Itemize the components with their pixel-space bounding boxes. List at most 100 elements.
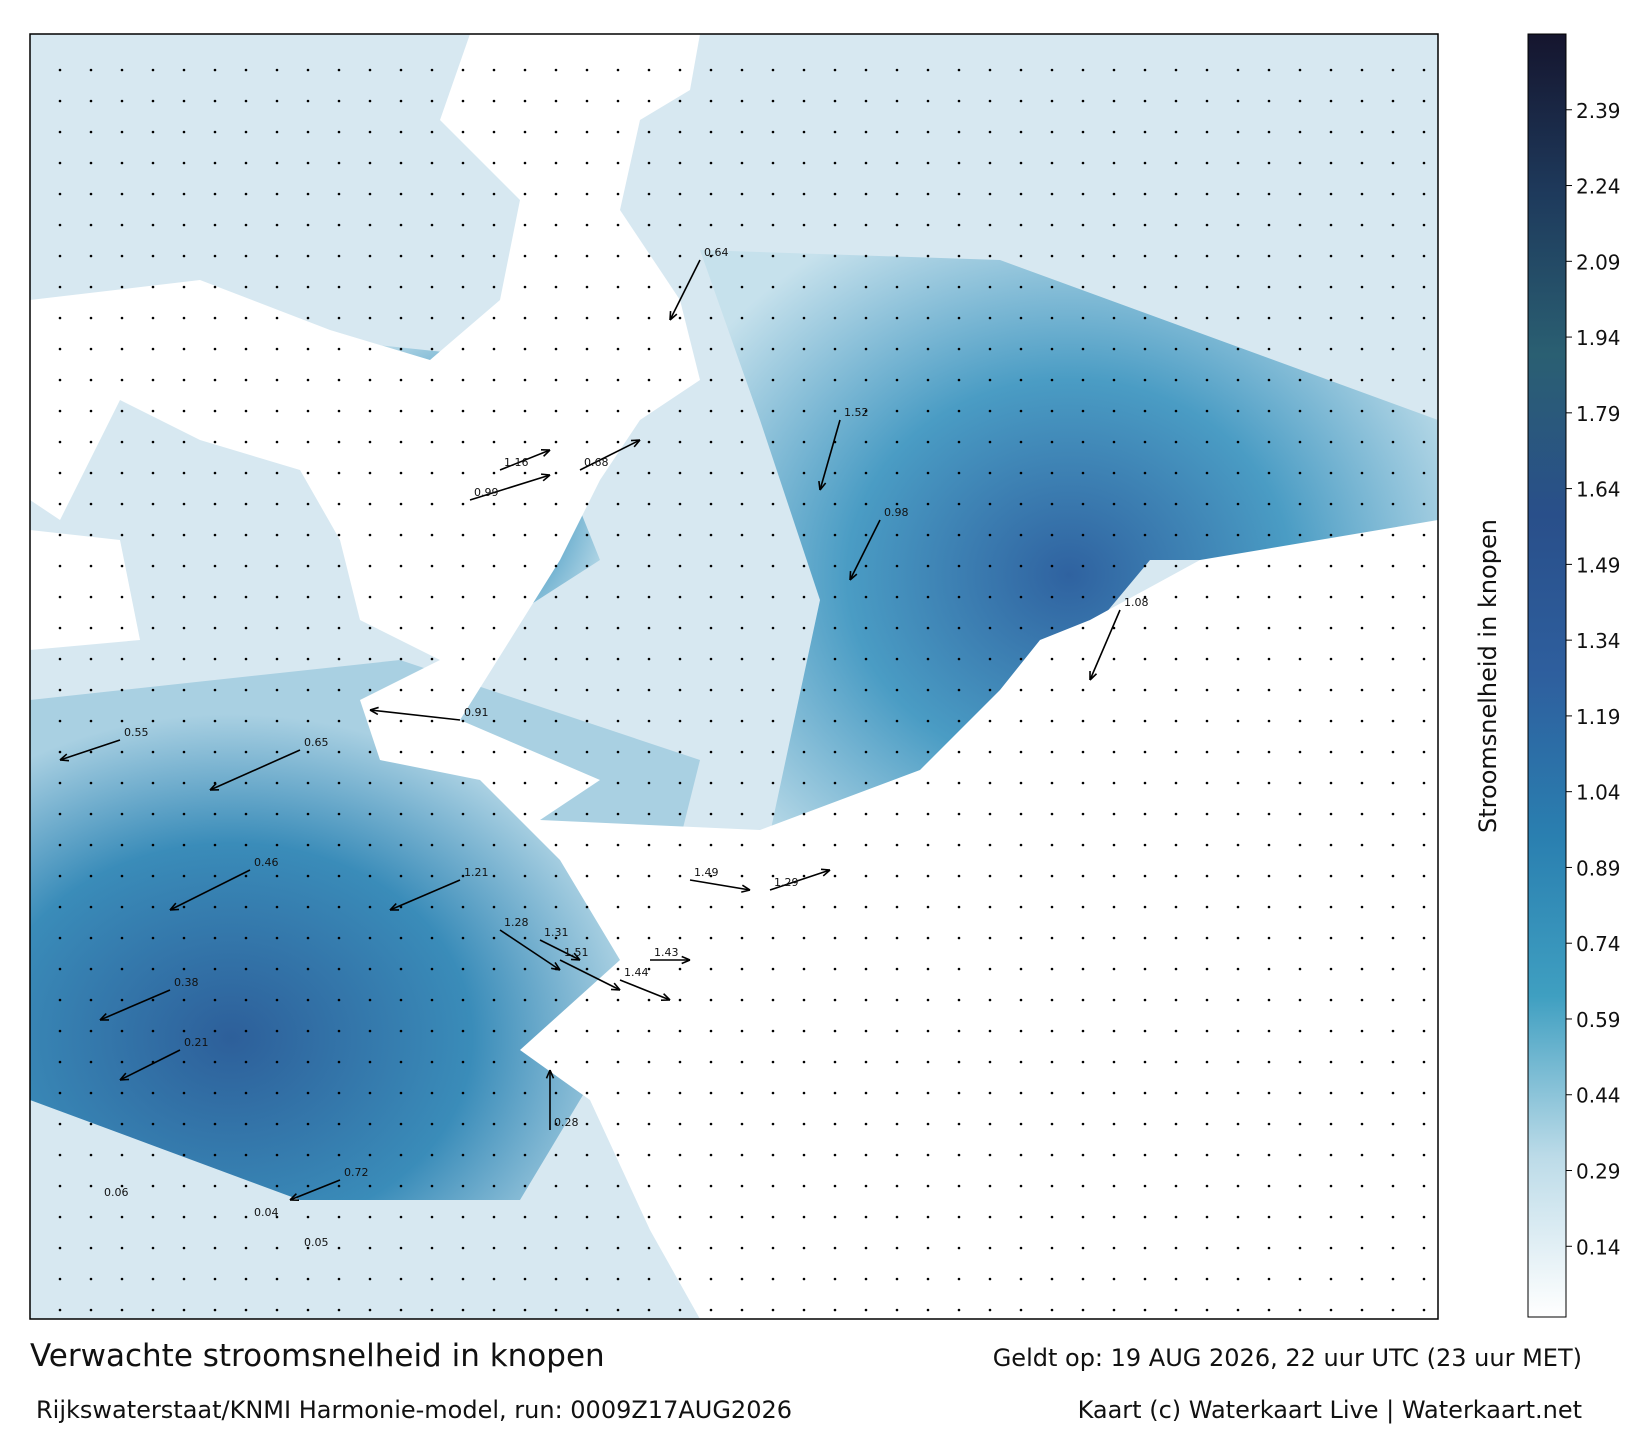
colorbar-tick-label: 0.89: [1576, 856, 1621, 880]
grid-dot: [1112, 285, 1116, 289]
grid-dot: [58, 409, 62, 413]
grid-dot: [988, 657, 992, 661]
grid-dot: [1174, 1091, 1178, 1095]
grid-dot: [89, 719, 93, 723]
grid-dot: [554, 1091, 558, 1095]
grid-dot: [1236, 471, 1240, 475]
grid-dot: [678, 1215, 682, 1219]
grid-dot: [1081, 719, 1085, 723]
grid-dot: [1329, 161, 1333, 165]
grid-dot: [89, 1029, 93, 1033]
grid-dot: [182, 1060, 186, 1064]
grid-dot: [244, 347, 248, 351]
grid-dot: [1143, 502, 1147, 506]
grid-dot: [89, 781, 93, 785]
grid-dot: [275, 564, 279, 568]
grid-dot: [864, 1184, 868, 1188]
grid-dot: [709, 967, 713, 971]
grid-dot: [1174, 626, 1178, 630]
grid-dot: [1081, 626, 1085, 630]
grid-dot: [523, 316, 527, 320]
grid-dot: [957, 812, 961, 816]
grid-dot: [58, 1122, 62, 1126]
grid-dot: [306, 781, 310, 785]
grid-dot: [616, 378, 620, 382]
grid-dot: [1081, 285, 1085, 289]
grid-dot: [1050, 68, 1054, 72]
grid-dot: [647, 502, 651, 506]
grid-dot: [275, 1153, 279, 1157]
grid-dot: [1019, 440, 1023, 444]
grid-dot: [988, 626, 992, 630]
grid-dot: [864, 564, 868, 568]
grid-dot: [678, 223, 682, 227]
grid-dot: [1174, 936, 1178, 940]
grid-dot: [244, 1029, 248, 1033]
grid-dot: [740, 750, 744, 754]
grid-dot: [957, 316, 961, 320]
grid-dot: [151, 1153, 155, 1157]
grid-dot: [120, 1184, 124, 1188]
grid-dot: [1050, 440, 1054, 444]
grid-dot: [709, 254, 713, 258]
grid-dot: [926, 595, 930, 599]
grid-dot: [1360, 967, 1364, 971]
grid-dot: [337, 1153, 341, 1157]
grid-dot: [1298, 285, 1302, 289]
grid-dot: [1360, 657, 1364, 661]
grid-dot: [709, 719, 713, 723]
grid-dot: [895, 998, 899, 1002]
grid-dot: [771, 347, 775, 351]
grid-dot: [182, 347, 186, 351]
grid-dot: [337, 1029, 341, 1033]
grid-dot: [430, 595, 434, 599]
grid-dot: [120, 998, 124, 1002]
grid-dot: [957, 409, 961, 413]
grid-dot: [275, 750, 279, 754]
grid-dot: [58, 1246, 62, 1250]
grid-dot: [988, 750, 992, 754]
grid-dot: [864, 812, 868, 816]
grid-dot: [585, 998, 589, 1002]
grid-dot: [926, 1060, 930, 1064]
grid-dot: [1329, 1153, 1333, 1157]
grid-dot: [1422, 905, 1426, 909]
grid-dot: [771, 905, 775, 909]
grid-dot: [1298, 254, 1302, 258]
grid-dot: [213, 254, 217, 258]
grid-dot: [585, 471, 589, 475]
grid-dot: [275, 502, 279, 506]
grid-dot: [802, 595, 806, 599]
grid-dot: [554, 1060, 558, 1064]
grid-dot: [461, 1153, 465, 1157]
grid-dot: [399, 192, 403, 196]
grid-dot: [306, 843, 310, 847]
grid-dot: [1205, 812, 1209, 816]
grid-dot: [151, 998, 155, 1002]
current-label: 0.05: [304, 1236, 329, 1249]
grid-dot: [895, 626, 899, 630]
grid-dot: [1081, 750, 1085, 754]
grid-dot: [1174, 1277, 1178, 1281]
grid-dot: [461, 781, 465, 785]
grid-dot: [988, 1091, 992, 1095]
grid-dot: [1205, 285, 1209, 289]
grid-dot: [957, 719, 961, 723]
grid-dot: [1329, 285, 1333, 289]
grid-dot: [306, 99, 310, 103]
grid-dot: [771, 1246, 775, 1250]
grid-dot: [1112, 564, 1116, 568]
grid-dot: [151, 440, 155, 444]
grid-dot: [1267, 99, 1271, 103]
grid-dot: [1019, 1277, 1023, 1281]
grid-dot: [802, 657, 806, 661]
grid-dot: [1329, 1277, 1333, 1281]
grid-dot: [430, 998, 434, 1002]
current-label: 0.06: [104, 1186, 129, 1199]
credit: Kaart (c) Waterkaart Live | Waterkaart.n…: [1078, 1396, 1582, 1424]
grid-dot: [802, 161, 806, 165]
grid-dot: [58, 254, 62, 258]
grid-dot: [802, 347, 806, 351]
grid-dot: [1391, 409, 1395, 413]
grid-dot: [120, 409, 124, 413]
